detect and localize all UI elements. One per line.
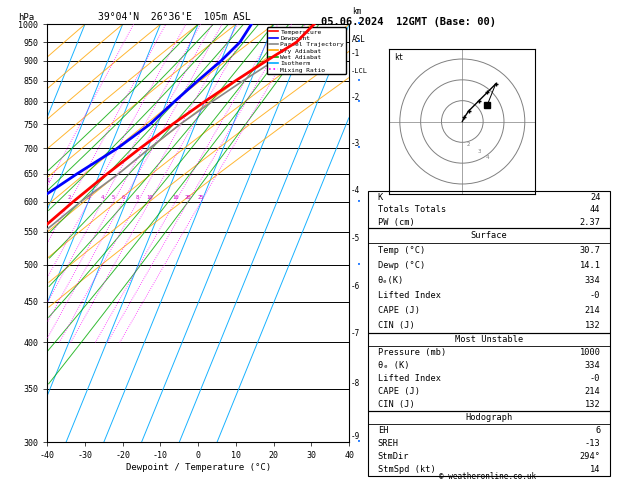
Text: 5: 5	[112, 194, 115, 200]
Text: 3: 3	[87, 194, 90, 200]
Text: Surface: Surface	[470, 231, 508, 241]
Text: Pressure (mb): Pressure (mb)	[377, 348, 446, 357]
Text: kt: kt	[394, 53, 403, 62]
Text: -4: -4	[350, 186, 360, 195]
Text: EH: EH	[377, 426, 388, 435]
Text: 8: 8	[136, 194, 139, 200]
Text: PW (cm): PW (cm)	[377, 218, 415, 226]
Text: 132: 132	[585, 399, 601, 409]
Text: 3: 3	[477, 149, 481, 154]
Text: 2: 2	[68, 194, 71, 200]
Text: 2: 2	[467, 142, 470, 147]
Text: 2.37: 2.37	[579, 218, 601, 226]
Text: 214: 214	[585, 306, 601, 315]
Text: -13: -13	[585, 439, 601, 448]
Text: Totals Totals: Totals Totals	[377, 205, 446, 214]
Text: •: •	[357, 21, 360, 27]
Text: 24: 24	[590, 193, 601, 202]
Text: 1000: 1000	[579, 348, 601, 357]
Text: 14: 14	[590, 465, 601, 474]
Text: •: •	[357, 99, 360, 105]
Text: -3: -3	[350, 139, 360, 148]
Text: θₑ(K): θₑ(K)	[377, 276, 404, 285]
Text: CIN (J): CIN (J)	[377, 399, 415, 409]
Text: -0: -0	[590, 374, 601, 383]
Text: 44: 44	[590, 205, 601, 214]
Text: 16: 16	[172, 194, 179, 200]
Text: Lifted Index: Lifted Index	[377, 374, 441, 383]
Text: θₑ (K): θₑ (K)	[377, 361, 409, 370]
Text: SREH: SREH	[377, 439, 399, 448]
Text: -7: -7	[350, 330, 360, 338]
Text: 10: 10	[147, 194, 153, 200]
Text: CAPE (J): CAPE (J)	[377, 387, 420, 396]
Text: 20: 20	[185, 194, 191, 200]
Legend: Temperature, Dewpoint, Parcel Trajectory, Dry Adiabat, Wet Adiabat, Isotherm, Mi: Temperature, Dewpoint, Parcel Trajectory…	[267, 27, 346, 74]
Text: Dewp (°C): Dewp (°C)	[377, 261, 425, 270]
X-axis label: Dewpoint / Temperature (°C): Dewpoint / Temperature (°C)	[126, 463, 270, 472]
Text: 25: 25	[198, 194, 204, 200]
Text: © weatheronline.co.uk: © weatheronline.co.uk	[439, 472, 536, 481]
Text: StmDir: StmDir	[377, 452, 409, 461]
Text: -6: -6	[350, 282, 360, 291]
Text: ASL: ASL	[352, 35, 366, 44]
Text: 334: 334	[585, 361, 601, 370]
Title: 39°04'N  26°36'E  105m ASL: 39°04'N 26°36'E 105m ASL	[97, 12, 250, 22]
Text: km: km	[352, 7, 362, 16]
Text: •: •	[357, 145, 360, 151]
Text: -1: -1	[350, 49, 360, 58]
Text: •: •	[357, 439, 360, 445]
Text: CIN (J): CIN (J)	[377, 321, 415, 330]
Text: •: •	[357, 78, 360, 84]
Text: -9: -9	[350, 432, 360, 441]
Text: K: K	[377, 193, 383, 202]
Text: 6: 6	[595, 426, 601, 435]
Text: 294°: 294°	[579, 452, 601, 461]
Text: •: •	[357, 39, 360, 45]
Text: 132: 132	[585, 321, 601, 330]
Text: •: •	[357, 199, 360, 205]
Text: -LCL: -LCL	[350, 68, 367, 74]
Text: 6: 6	[121, 194, 125, 200]
Text: Most Unstable: Most Unstable	[455, 335, 523, 344]
Text: 05.06.2024  12GMT (Base: 00): 05.06.2024 12GMT (Base: 00)	[321, 17, 496, 27]
Text: Temp (°C): Temp (°C)	[377, 246, 425, 255]
Text: -2: -2	[350, 93, 360, 102]
Text: StmSpd (kt): StmSpd (kt)	[377, 465, 435, 474]
Text: •: •	[357, 262, 360, 268]
Text: Hodograph: Hodograph	[465, 413, 513, 422]
Text: Lifted Index: Lifted Index	[377, 291, 441, 300]
Text: 214: 214	[585, 387, 601, 396]
Text: 4: 4	[486, 155, 489, 160]
Text: -5: -5	[350, 234, 360, 243]
Text: 4: 4	[101, 194, 104, 200]
Text: hPa: hPa	[18, 13, 35, 22]
Text: CAPE (J): CAPE (J)	[377, 306, 420, 315]
Text: 334: 334	[585, 276, 601, 285]
Text: -0: -0	[590, 291, 601, 300]
Text: 30.7: 30.7	[579, 246, 601, 255]
Text: 14.1: 14.1	[579, 261, 601, 270]
Text: -8: -8	[350, 379, 360, 388]
Text: 1: 1	[47, 177, 50, 183]
